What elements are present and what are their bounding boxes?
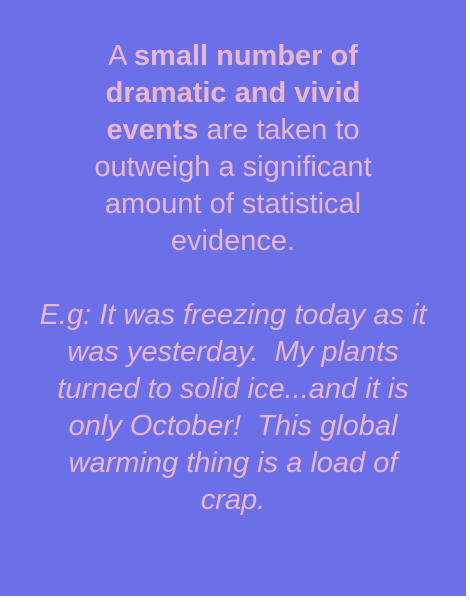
example-paragraph: E.g: It was freezing today as it was yes… (39, 299, 435, 516)
definition-suffix: are taken to outweigh a significant amou… (94, 114, 372, 257)
card-text-block: A small number of dramatic and vivid eve… (20, 38, 446, 519)
paragraph-spacer (20, 260, 446, 297)
definition-prefix: A (108, 40, 134, 72)
definition-paragraph: A small number of dramatic and vivid eve… (73, 38, 393, 260)
definition-emphasis: small number of dramatic and vivid event… (105, 40, 361, 146)
